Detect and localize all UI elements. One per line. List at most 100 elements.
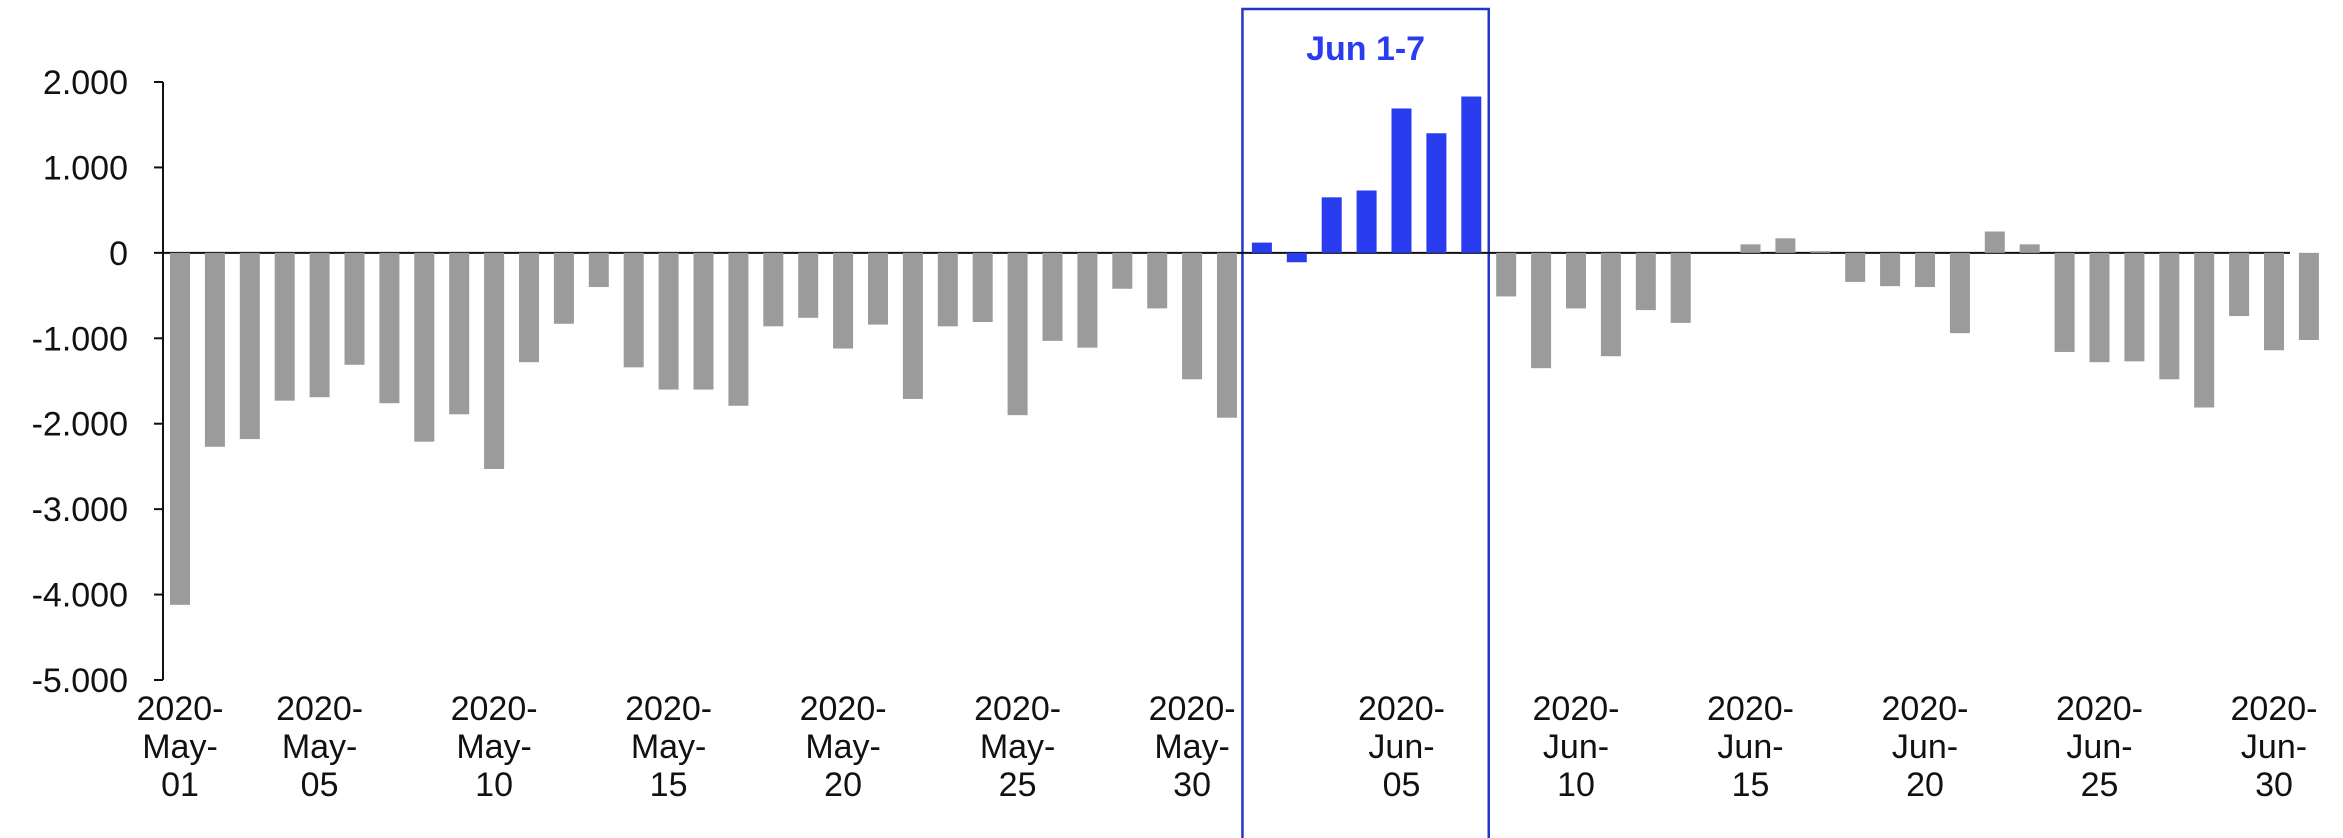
x-tick-label-line: 2020-: [974, 690, 1061, 728]
bar-2020-06-24: [2054, 252, 2075, 352]
x-tick-label-line: 2020-: [1707, 690, 1794, 728]
bar-2020-05-17: [728, 252, 749, 406]
x-tick-label: 2020-May-20: [800, 690, 887, 804]
bar-2020-06-18: [1845, 252, 1866, 282]
bar-2020-06-19: [1880, 252, 1901, 287]
x-axis-ticks: 2020-May-012020-May-052020-May-102020-Ma…: [137, 690, 2318, 804]
bar-2020-05-30: [1182, 252, 1203, 380]
bar-2020-06-29: [2229, 252, 2250, 317]
x-tick-label-line: 25: [999, 766, 1037, 804]
x-tick-label: 2020-May-15: [625, 690, 712, 804]
bar-2020-05-11: [519, 252, 539, 363]
bar-2020-06-23: [2019, 244, 2040, 253]
bar-2020-06-28: [2194, 252, 2215, 408]
bar-2020-05-08: [414, 252, 435, 442]
x-tick-label: 2020-Jun-10: [1533, 690, 1620, 804]
bar-2020-05-24: [972, 252, 993, 323]
x-tick-label-line: 30: [1173, 766, 1211, 804]
x-tick-label-line: 10: [1557, 766, 1595, 804]
x-tick-label-line: May-: [282, 728, 358, 766]
bar-2020-05-04: [274, 252, 295, 401]
bar-2020-05-21: [868, 252, 888, 325]
bar-2020-06-21: [1949, 252, 1970, 334]
x-tick-label-line: 2020-: [276, 690, 363, 728]
x-tick-label-line: 20: [1906, 766, 1944, 804]
x-tick-label-line: Jun-: [1892, 728, 1958, 766]
bar-2020-05-06: [344, 252, 365, 365]
x-tick-label-line: 2020-: [1149, 690, 1236, 728]
bar-2020-05-07: [379, 252, 400, 404]
bar-2020-05-29: [1147, 252, 1168, 309]
x-tick-label: 2020-May-01: [137, 690, 224, 804]
x-tick-label-line: Jun-: [1543, 728, 1609, 766]
x-tick-label: 2020-Jun-20: [1882, 690, 1969, 804]
x-tick-label: 2020-Jun-25: [2056, 690, 2143, 804]
bar-2020-06-26: [2124, 252, 2145, 362]
x-tick-label-line: Jun-: [1368, 728, 1434, 766]
x-tick-label-line: May-: [456, 728, 532, 766]
bar-2020-05-01: [170, 252, 190, 605]
y-tick-label: -1.000: [32, 320, 128, 358]
bar-2020-05-20: [833, 252, 854, 349]
bar-2020-05-23: [937, 252, 958, 327]
bar-2020-06-08: [1496, 252, 1517, 297]
bar-undefined: [2298, 252, 2319, 340]
bar-2020-06-04: [1356, 190, 1377, 253]
x-tick-label-line: Jun-: [2241, 728, 2307, 766]
x-tick-label-line: 15: [1732, 766, 1770, 804]
bar-2020-06-02: [1286, 252, 1307, 263]
x-tick-label-line: 05: [301, 766, 339, 804]
bar-2020-06-01: [1251, 242, 1272, 253]
bar-2020-05-28: [1112, 252, 1133, 289]
axis-layer: 2.000 1.000 0 -1.000 -2.000 -3.000 -4.000 -5.00…: [32, 64, 2290, 700]
y-tick-label: -5.000: [32, 662, 128, 700]
bar-2020-06-17: [1810, 251, 1831, 253]
bar-2020-06-11: [1600, 252, 1621, 357]
x-tick-label-line: 20: [824, 766, 862, 804]
x-tick-label-line: 30: [2255, 766, 2293, 804]
x-tick-label-line: 25: [2081, 766, 2119, 804]
x-tick-label-line: 2020-: [1882, 690, 1969, 728]
bar-2020-05-31: [1217, 252, 1237, 418]
x-tick-label-line: 2020-: [137, 690, 224, 728]
bar-2020-05-25: [1007, 252, 1028, 416]
y-tick-label: 1.000: [43, 149, 128, 187]
y-axis-ticks: 2.000 1.000 0 -1.000 -2.000 -3.000 -4.000 -5.00…: [32, 64, 163, 700]
x-tick-label: 2020-May-30: [1149, 690, 1236, 804]
x-tick-label: 2020-Jun-30: [2231, 690, 2318, 804]
bar-2020-05-16: [693, 252, 714, 390]
bar-2020-06-27: [2159, 252, 2180, 380]
bar-2020-05-12: [553, 252, 574, 324]
x-tick-label-line: 01: [161, 766, 199, 804]
x-tick-label: 2020-May-10: [451, 690, 538, 804]
x-tick-label-line: 2020-: [800, 690, 887, 728]
y-tick-label: -3.000: [32, 491, 128, 529]
bar-2020-06-25: [2089, 252, 2110, 363]
bar-2020-05-22: [902, 252, 923, 399]
bar-2020-06-05: [1391, 108, 1412, 253]
x-tick-label-line: May-: [1154, 728, 1230, 766]
bar-2020-06-03: [1321, 197, 1342, 253]
highlight-layer: Jun 1-7: [1241, 7, 1490, 838]
x-tick-label: 2020-May-05: [276, 690, 363, 804]
x-tick-label-line: May-: [142, 728, 218, 766]
x-tick-label: 2020-Jun-15: [1707, 690, 1794, 804]
bar-2020-05-05: [309, 252, 330, 398]
bar-2020-05-26: [1042, 252, 1063, 341]
x-tick-label-line: Jun-: [2066, 728, 2132, 766]
bar-2020-06-16: [1775, 238, 1796, 253]
x-tick-label-line: 2020-: [451, 690, 538, 728]
bar-2020-06-13: [1670, 252, 1691, 323]
bar-2020-06-15: [1740, 244, 1761, 253]
bar-2020-06-06: [1426, 133, 1447, 253]
x-tick-label-line: 2020-: [625, 690, 712, 728]
x-tick-label-line: May-: [631, 728, 707, 766]
bar-2020-05-09: [449, 252, 470, 415]
bar-2020-06-09: [1531, 252, 1552, 369]
bar-2020-06-12: [1635, 252, 1656, 311]
y-tick-label: -2.000: [32, 406, 128, 444]
x-tick-label-line: 2020-: [2231, 690, 2318, 728]
highlight-label: Jun 1-7: [1306, 30, 1425, 68]
bar-2020-05-13: [588, 252, 609, 288]
